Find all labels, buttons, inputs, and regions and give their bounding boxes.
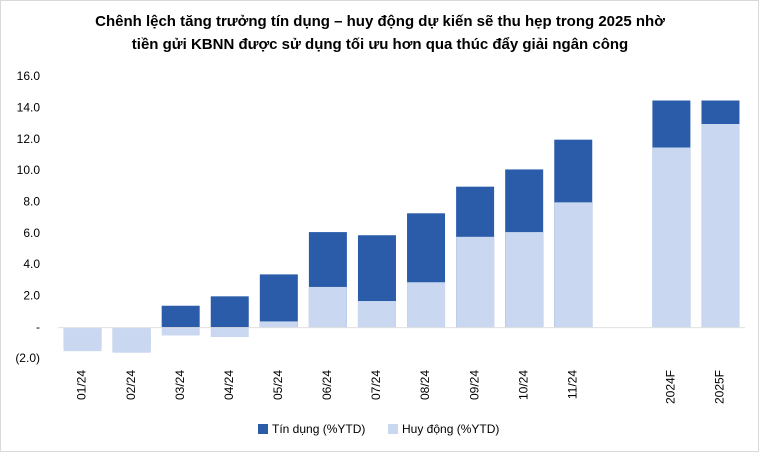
- legend-swatch: [258, 424, 268, 434]
- y-tick-label: 4.0: [23, 257, 40, 271]
- y-tick-label: 14.0: [17, 101, 41, 115]
- chart-title: tiền gửi KBNN được sử dụng tối ưu hơn qu…: [132, 36, 628, 53]
- y-tick-label: 8.0: [23, 195, 40, 209]
- x-tick-label: 08/24: [418, 370, 432, 400]
- bar: [259, 321, 298, 328]
- bar: [357, 301, 396, 328]
- x-tick-label: 05/24: [271, 370, 285, 400]
- x-tick-label: 2024F: [664, 370, 678, 404]
- bar: [701, 124, 740, 328]
- bar: [652, 147, 691, 328]
- x-tick-label: 11/24: [565, 370, 579, 399]
- legend-label: Tín dụng (%YTD): [272, 422, 365, 436]
- bar: [308, 286, 347, 328]
- bar: [210, 296, 249, 328]
- bar: [161, 305, 200, 328]
- y-tick-label: 6.0: [23, 226, 40, 240]
- x-tick-label: 02/24: [124, 370, 138, 400]
- y-tick-label: -: [36, 320, 40, 334]
- x-tick-label: 06/24: [320, 370, 334, 400]
- bar: [505, 232, 544, 328]
- y-tick-label: 12.0: [17, 132, 41, 146]
- x-tick-label: 09/24: [467, 370, 481, 400]
- x-tick-label: 01/24: [75, 370, 89, 400]
- x-tick-label: 07/24: [369, 370, 383, 400]
- x-tick-label: 03/24: [173, 370, 187, 400]
- bar: [210, 327, 249, 338]
- y-tick-label: 16.0: [17, 69, 41, 83]
- x-tick-label: 2025F: [713, 370, 727, 404]
- y-tick-label: (2.0): [15, 351, 40, 365]
- x-tick-label: 04/24: [222, 370, 236, 400]
- bar: [161, 327, 200, 336]
- legend-label: Huy động (%YTD): [402, 422, 499, 436]
- legend-swatch: [388, 424, 398, 434]
- y-tick-label: 10.0: [17, 163, 41, 177]
- bar: [456, 236, 495, 328]
- bar: [407, 282, 446, 328]
- chart-title: Chênh lệch tăng trưởng tín dụng – huy độ…: [95, 13, 665, 30]
- bar: [112, 327, 151, 353]
- bar: [63, 327, 102, 352]
- bar: [259, 274, 298, 328]
- x-tick-label: 10/24: [516, 370, 530, 400]
- bar: [554, 202, 593, 328]
- y-tick-label: 2.0: [23, 289, 40, 303]
